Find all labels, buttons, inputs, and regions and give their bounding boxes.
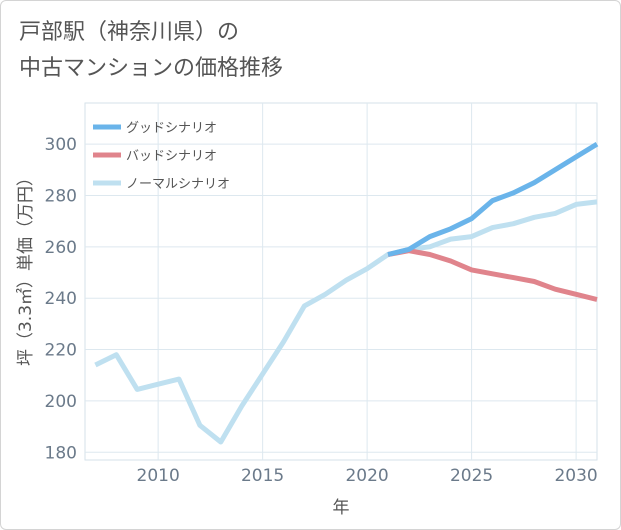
series-line (387, 248, 598, 302)
x-tick-label: 2015 (241, 466, 284, 486)
y-tick-label: 220 (45, 341, 77, 361)
x-tick-label: 2030 (554, 466, 597, 486)
chart-title-line2: 中古マンションの価格推移 (19, 56, 284, 81)
series-line (94, 199, 598, 445)
x-tick-label: 2020 (345, 466, 388, 486)
x-tick-label: 2025 (450, 466, 493, 486)
plot-area (84, 102, 598, 461)
legend-label: ノーマルシナリオ (126, 177, 230, 192)
x-tick-label: 2010 (137, 466, 180, 486)
legend-label: バッドシナリオ (126, 149, 217, 164)
y-tick-label: 200 (45, 392, 77, 412)
y-axis-title: 坪（3.3㎡）単価（万円） (16, 169, 36, 366)
chart-title: 戸部駅（神奈川県）の 中古マンションの価格推移 (19, 15, 283, 87)
y-tick-label: 300 (45, 135, 77, 155)
chart-title-line1: 戸部駅（神奈川県）の (19, 20, 240, 45)
y-tick-label: 260 (45, 238, 77, 258)
y-tick-label: 180 (45, 443, 77, 463)
y-tick-label: 280 (45, 186, 77, 206)
y-tick-label: 240 (45, 289, 77, 309)
x-axis-title: 年 (333, 498, 350, 518)
legend-label: グッドシナリオ (126, 121, 217, 136)
series-line (387, 141, 599, 257)
